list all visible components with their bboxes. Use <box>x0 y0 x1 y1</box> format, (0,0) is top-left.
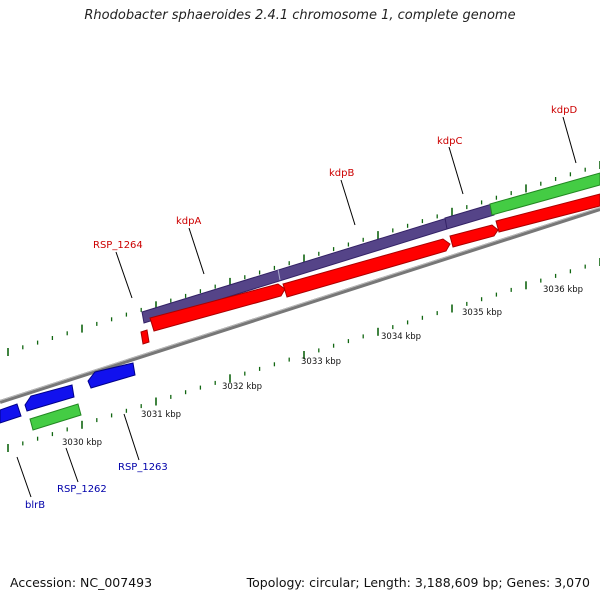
cds-track-top <box>140 193 600 345</box>
leader-kdpB <box>340 179 356 226</box>
ruler-label-3033: 3033 kbp <box>301 357 341 367</box>
gene-labels-bottom: RSP_1263 RSP_1262 blrB <box>25 462 168 511</box>
label-leaders <box>16 116 577 498</box>
gene-bar-RSP_1262-green[interactable] <box>29 403 82 431</box>
ruler-label-3034: 3034 kbp <box>381 332 421 342</box>
cds-arrow-3[interactable] <box>282 238 451 298</box>
gene-label-RSP_1264[interactable]: RSP_1264 <box>93 240 143 251</box>
gene-label-RSP_1263[interactable]: RSP_1263 <box>118 462 168 473</box>
gene-bar-blrB-blue[interactable] <box>0 403 22 424</box>
gene-bar-RSP_1262-blue[interactable] <box>24 384 75 412</box>
backbone-line <box>0 207 600 404</box>
leader-kdpC <box>448 146 464 195</box>
map-title: Rhodobacter sphaeroides 2.4.1 chromosome… <box>84 8 516 23</box>
tick-row-upper <box>7 161 600 356</box>
cds-arrow-1[interactable] <box>140 329 150 345</box>
ruler-labels: 3030 kbp 3031 kbp 3032 kbp 3033 kbp 3034… <box>62 285 583 448</box>
gene-boundary <box>277 268 281 281</box>
leader-RSP_1263 <box>123 413 140 461</box>
ruler-label-3035: 3035 kbp <box>462 308 502 318</box>
gene-track-top <box>141 172 600 324</box>
leader-kdpD <box>562 116 577 164</box>
ruler-label-3031: 3031 kbp <box>141 410 181 420</box>
genome-summary-text: Topology: circular; Length: 3,188,609 bp… <box>246 575 590 590</box>
leader-blrB <box>16 456 32 498</box>
leader-RSP_1262 <box>65 447 79 483</box>
gene-labels-top: RSP_1264 kdpA kdpB kdpC kdpD <box>93 105 577 251</box>
gene-label-kdpC[interactable]: kdpC <box>437 136 462 147</box>
gene-track-bottom <box>0 362 136 431</box>
gene-bar-RSP_1263-blue[interactable] <box>87 362 136 389</box>
cds-arrow-2[interactable] <box>149 283 286 332</box>
gene-bar-kdpD-green[interactable] <box>489 172 600 216</box>
gene-label-blrB[interactable]: blrB <box>25 500 45 511</box>
backbone-highlight <box>0 207 600 401</box>
ruler-label-3036: 3036 kbp <box>543 285 583 295</box>
cds-arrow-4[interactable] <box>449 224 499 248</box>
accession-text: Accession: NC_007493 <box>10 575 153 590</box>
gene-label-kdpA[interactable]: kdpA <box>176 216 201 227</box>
leader-RSP_1264 <box>115 251 133 299</box>
ruler-label-3030: 3030 kbp <box>62 438 102 448</box>
ruler-label-3032: 3032 kbp <box>222 382 262 392</box>
cds-arrow-5[interactable] <box>495 193 600 233</box>
gene-label-kdpD[interactable]: kdpD <box>551 105 577 116</box>
gene-label-kdpB[interactable]: kdpB <box>329 168 354 179</box>
leader-kdpA <box>188 227 205 275</box>
tick-row-lower <box>7 258 600 452</box>
gene-bar-kdpC-purple[interactable] <box>444 203 495 230</box>
gene-label-RSP_1262[interactable]: RSP_1262 <box>57 484 107 495</box>
